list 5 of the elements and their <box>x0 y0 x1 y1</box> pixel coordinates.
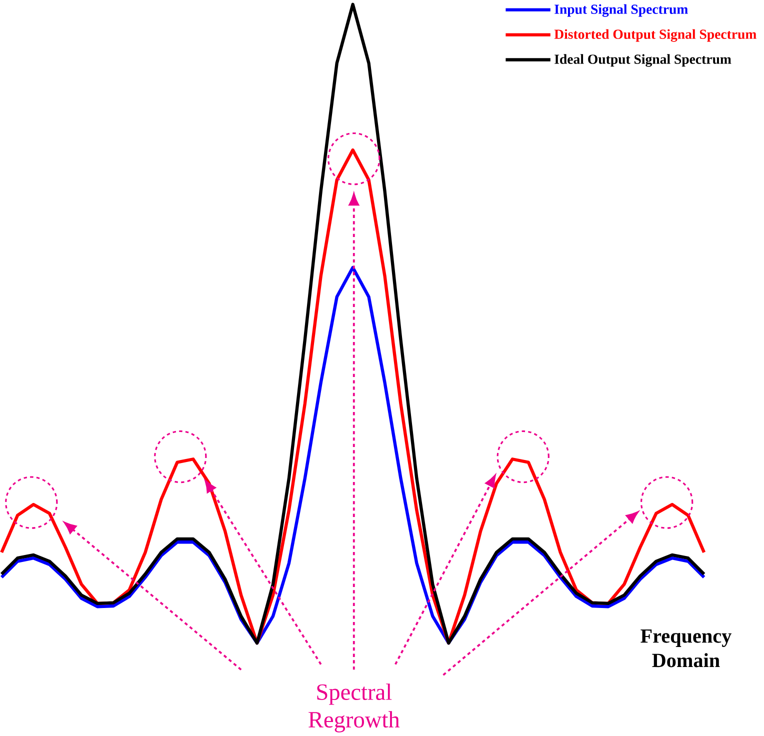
annotation: Frequency Domain <box>640 629 732 668</box>
legend-label: Input Signal Spectrum <box>554 4 688 17</box>
legend-label: Ideal Output Signal Spectrum <box>554 54 732 67</box>
text: Spectral Regrowth <box>308 684 400 732</box>
legend-label: Distorted Output Signal Spectrum <box>554 29 756 42</box>
